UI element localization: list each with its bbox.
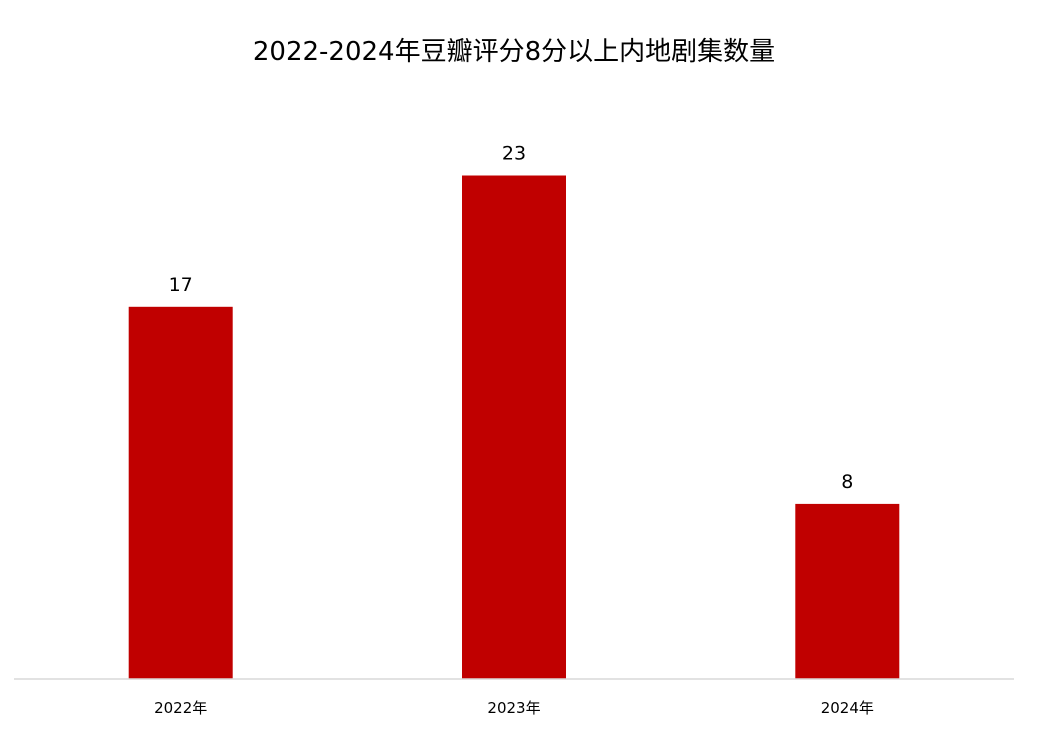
data-label-2023年: 23 bbox=[502, 143, 526, 165]
x-tick-label-2022年: 2022年 bbox=[154, 699, 207, 717]
bar-2024年 bbox=[795, 503, 900, 679]
x-tick-label-2023年: 2023年 bbox=[487, 699, 540, 717]
bars-layer bbox=[128, 175, 900, 679]
x-tick-labels: 2022年 2023年 2024年 bbox=[154, 699, 874, 717]
bar-2023年 bbox=[462, 175, 566, 679]
bar-2022年 bbox=[128, 306, 233, 679]
x-tick-label-2024年: 2024年 bbox=[821, 699, 874, 717]
data-label-2024年: 8 bbox=[841, 471, 853, 493]
data-labels-layer: 17 23 8 bbox=[169, 143, 854, 493]
data-label-2022年: 17 bbox=[169, 274, 193, 296]
chart-title: 2022-2024年豆瓣评分8分以上内地剧集数量 bbox=[253, 37, 775, 67]
